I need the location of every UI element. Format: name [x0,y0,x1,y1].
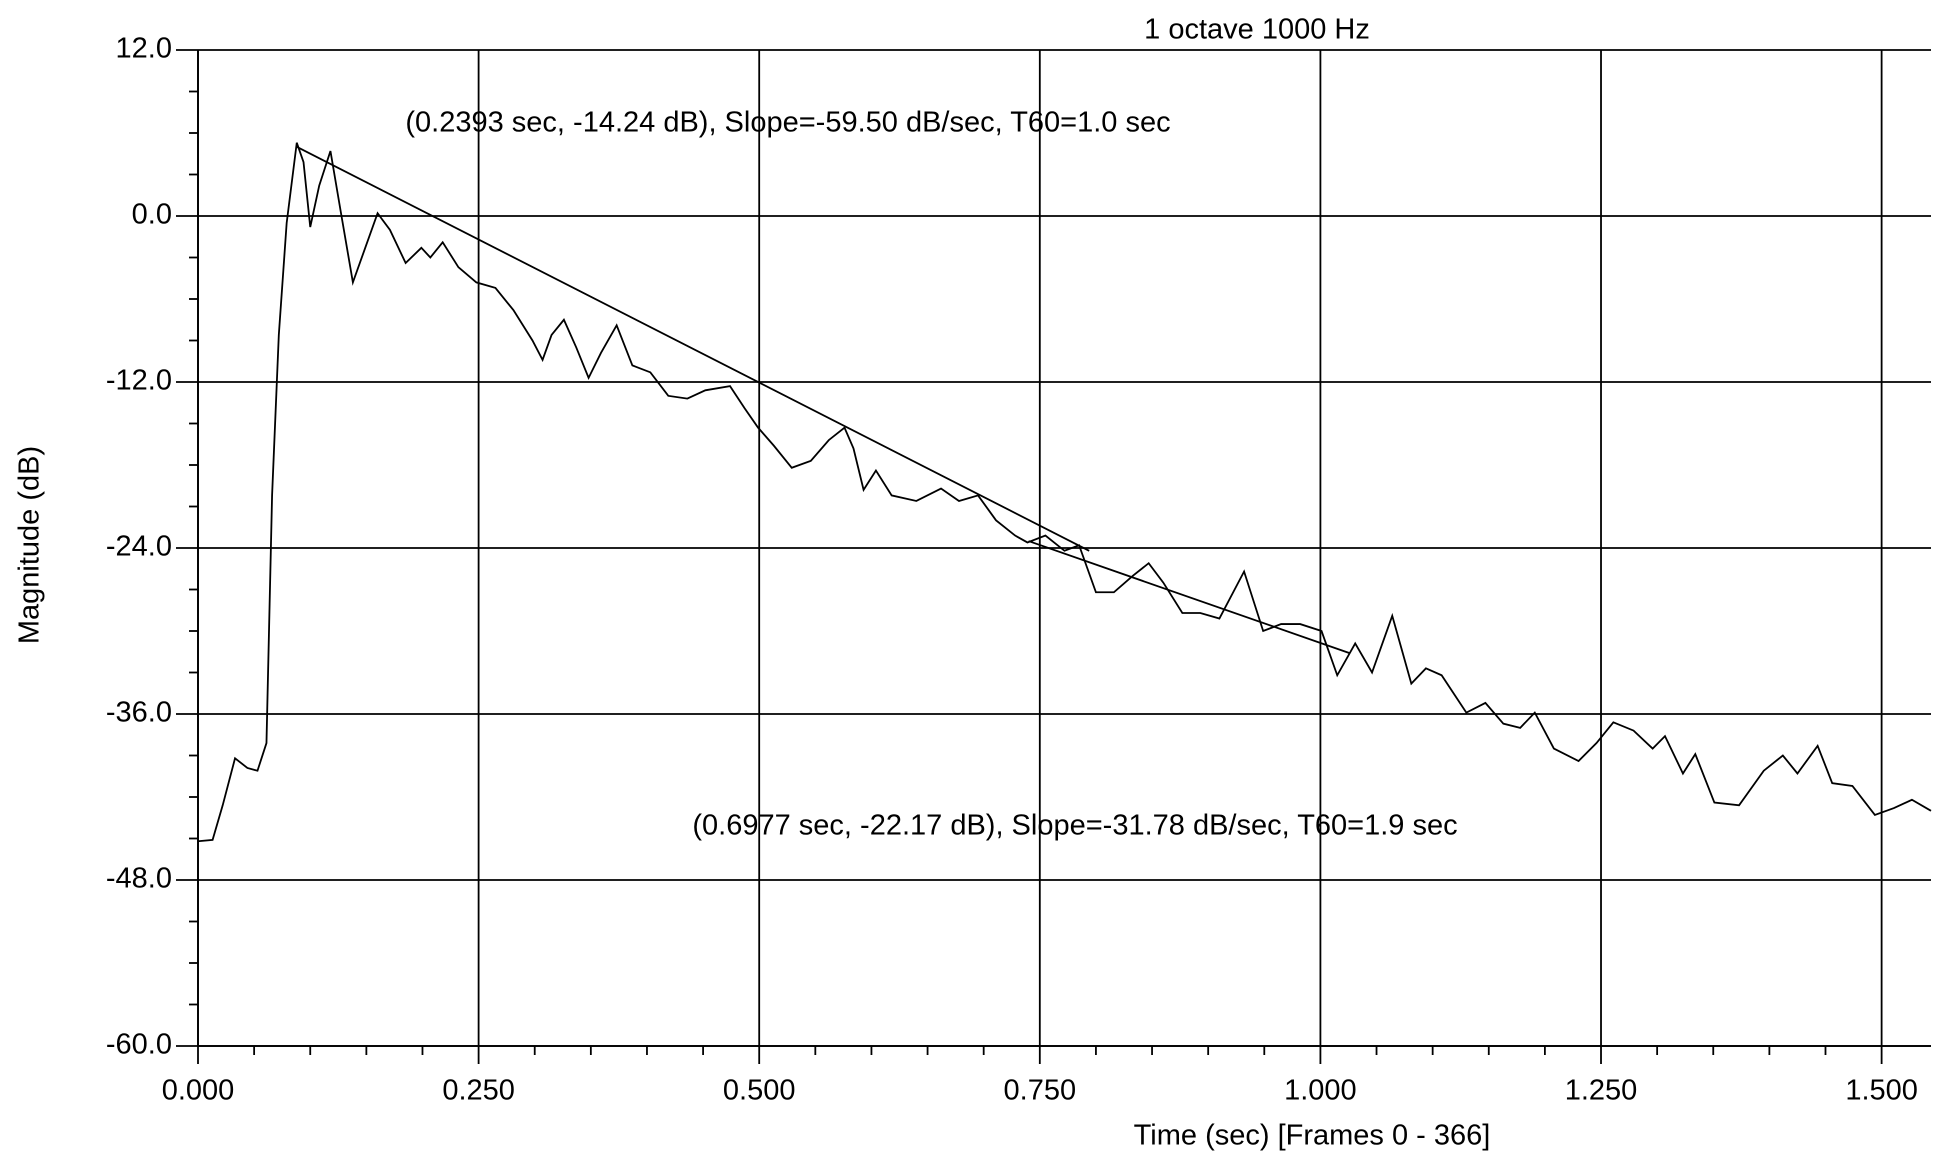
data-line [197,142,1932,843]
data-line [296,146,1090,552]
annotation: (0.6977 sec, -22.17 dB), Slope=-31.78 dB… [692,810,1457,842]
chart-title: 1 octave 1000 Hz [1144,14,1370,46]
y-tick-label: -60.0 [106,1029,172,1061]
y-tick-label: 12.0 [116,33,172,65]
annotation: (0.2393 sec, -14.24 dB), Slope=-59.50 dB… [405,107,1170,139]
x-tick-label: 0.250 [442,1075,515,1107]
data-line [1028,540,1350,654]
x-tick-label: 0.000 [162,1075,235,1107]
y-tick-label: -24.0 [106,531,172,563]
x-tick-label: 0.500 [723,1075,796,1107]
y-tick-label: -12.0 [106,365,172,397]
x-tick-label: 0.750 [1004,1075,1077,1107]
y-tick-label: -48.0 [106,863,172,895]
x-tick-label: 1.500 [1845,1075,1918,1107]
x-axis-label: Time (sec) [Frames 0 - 366] [1134,1120,1491,1152]
y-tick-label: 0.0 [132,199,172,231]
y-axis-label: Magnitude (dB) [14,446,46,644]
x-tick-label: 1.000 [1284,1075,1357,1107]
x-tick-label: 1.250 [1565,1075,1638,1107]
y-tick-label: -36.0 [106,697,172,729]
